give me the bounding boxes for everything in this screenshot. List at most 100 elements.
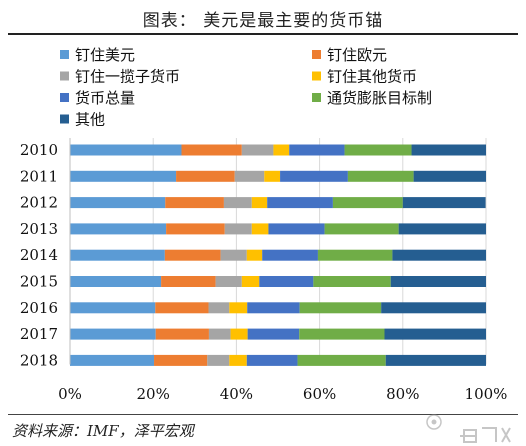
bar-segment	[264, 170, 281, 182]
bar-segment	[215, 276, 242, 287]
bar-segment	[70, 144, 182, 156]
bar-segment	[392, 249, 486, 261]
bar-segment	[344, 144, 412, 156]
bar-segment	[154, 354, 208, 366]
bar-segment	[208, 328, 231, 340]
legend-label: 钉住其他货币	[327, 68, 417, 86]
y-tick-label: 2011	[20, 167, 58, 185]
bar-segment	[384, 328, 486, 340]
bar-segment	[390, 276, 486, 287]
bar-segment	[313, 276, 391, 287]
bar-segment	[273, 144, 290, 156]
y-tick-label: 2016	[20, 299, 58, 317]
bar-segment	[181, 144, 242, 156]
bar-segment	[224, 223, 252, 235]
bar-segment	[161, 276, 216, 287]
bar-segment	[332, 197, 403, 209]
x-tick-label: 0%	[58, 385, 82, 403]
legend-swatch	[312, 50, 321, 59]
bar-segment	[246, 249, 263, 261]
title-rule	[8, 33, 518, 35]
bar-segment	[207, 354, 230, 366]
bar-segment	[223, 197, 252, 209]
bar-segment	[70, 354, 155, 366]
y-tick-label: 2013	[20, 220, 58, 238]
bar-segment	[70, 302, 156, 314]
source-note: 资料来源：IMF，泽平宏观	[12, 422, 194, 440]
bar-segment	[413, 170, 486, 182]
bar-segment	[166, 223, 225, 235]
x-tick-label: 80%	[386, 385, 419, 403]
bar-segment	[229, 354, 247, 366]
source-rule	[8, 414, 518, 415]
bar-segment	[155, 328, 209, 340]
bar-segment	[411, 144, 486, 156]
bar-segment	[229, 302, 248, 314]
bar-segment	[262, 249, 318, 261]
bar-segment	[247, 302, 300, 314]
bar-segment	[230, 328, 248, 340]
bar-segment	[70, 223, 167, 235]
legend-label: 通货膨胀目标制	[327, 89, 432, 107]
x-tick-label: 100%	[465, 385, 508, 403]
bar-segment	[176, 170, 235, 182]
y-tick-label: 2017	[20, 325, 58, 343]
bar-segment	[289, 144, 345, 156]
legend-label: 其他	[75, 111, 105, 129]
x-tick-label: 40%	[220, 385, 253, 403]
x-axis: 0% 20% 40% 60% 80% 100%	[58, 385, 507, 403]
legend-swatch	[60, 93, 69, 102]
bar-segment	[381, 302, 486, 314]
bar-segment	[251, 197, 268, 209]
bar-segment	[70, 328, 156, 340]
y-tick-label: 2012	[20, 194, 58, 212]
legend-label: 钉住一揽子货币	[75, 68, 180, 86]
bar-segment	[268, 223, 325, 235]
bar-segment	[385, 354, 486, 366]
bar-segment	[246, 354, 298, 366]
bar-segment	[155, 302, 209, 314]
y-tick-label: 2014	[20, 246, 58, 264]
legend-swatch	[60, 114, 69, 124]
legend-swatch	[312, 93, 321, 102]
legend-swatch	[60, 50, 69, 59]
figure-title: 图表： 美元是最主要的货币锚	[142, 11, 384, 31]
legend-swatch	[60, 71, 69, 81]
bar-segment	[165, 197, 224, 209]
bar-segment	[347, 170, 414, 182]
bar-segment	[70, 249, 165, 261]
bar-segment	[280, 170, 348, 182]
bar-segment	[402, 197, 486, 209]
bar-segment	[317, 249, 393, 261]
legend-label: 钉住美元	[75, 46, 135, 64]
bar-segment	[259, 276, 314, 287]
legend-label: 钉住欧元	[327, 46, 387, 64]
bar-segment	[70, 197, 166, 209]
bar-segment	[70, 276, 162, 287]
legend-label: 货币总量	[75, 89, 135, 107]
bar-segment	[208, 302, 230, 314]
y-tick-label: 2010	[20, 141, 58, 159]
bar-segment	[241, 144, 274, 156]
y-tick-label: 2015	[20, 273, 58, 291]
bar-segment	[299, 302, 382, 314]
bar-segment	[241, 276, 260, 287]
y-tick-label: 2018	[20, 351, 58, 369]
x-tick-label: 60%	[303, 385, 336, 403]
bar-segment	[251, 223, 269, 235]
bar-segment	[247, 328, 300, 340]
bar-segment	[299, 328, 385, 340]
bar-segment	[267, 197, 333, 209]
x-tick-label: 20%	[137, 385, 170, 403]
y-axis: 2010 2011 2012 2013 2014 2015 2016 2017 2018	[20, 138, 71, 369]
bars-group	[70, 144, 486, 366]
bar-segment	[220, 249, 247, 261]
bar-segment	[164, 249, 221, 261]
legend-swatch	[312, 71, 321, 81]
bar-segment	[324, 223, 399, 235]
bar-segment	[70, 170, 177, 182]
bar-segment	[398, 223, 486, 235]
watermark-logo	[426, 414, 511, 443]
bar-segment	[234, 170, 265, 182]
